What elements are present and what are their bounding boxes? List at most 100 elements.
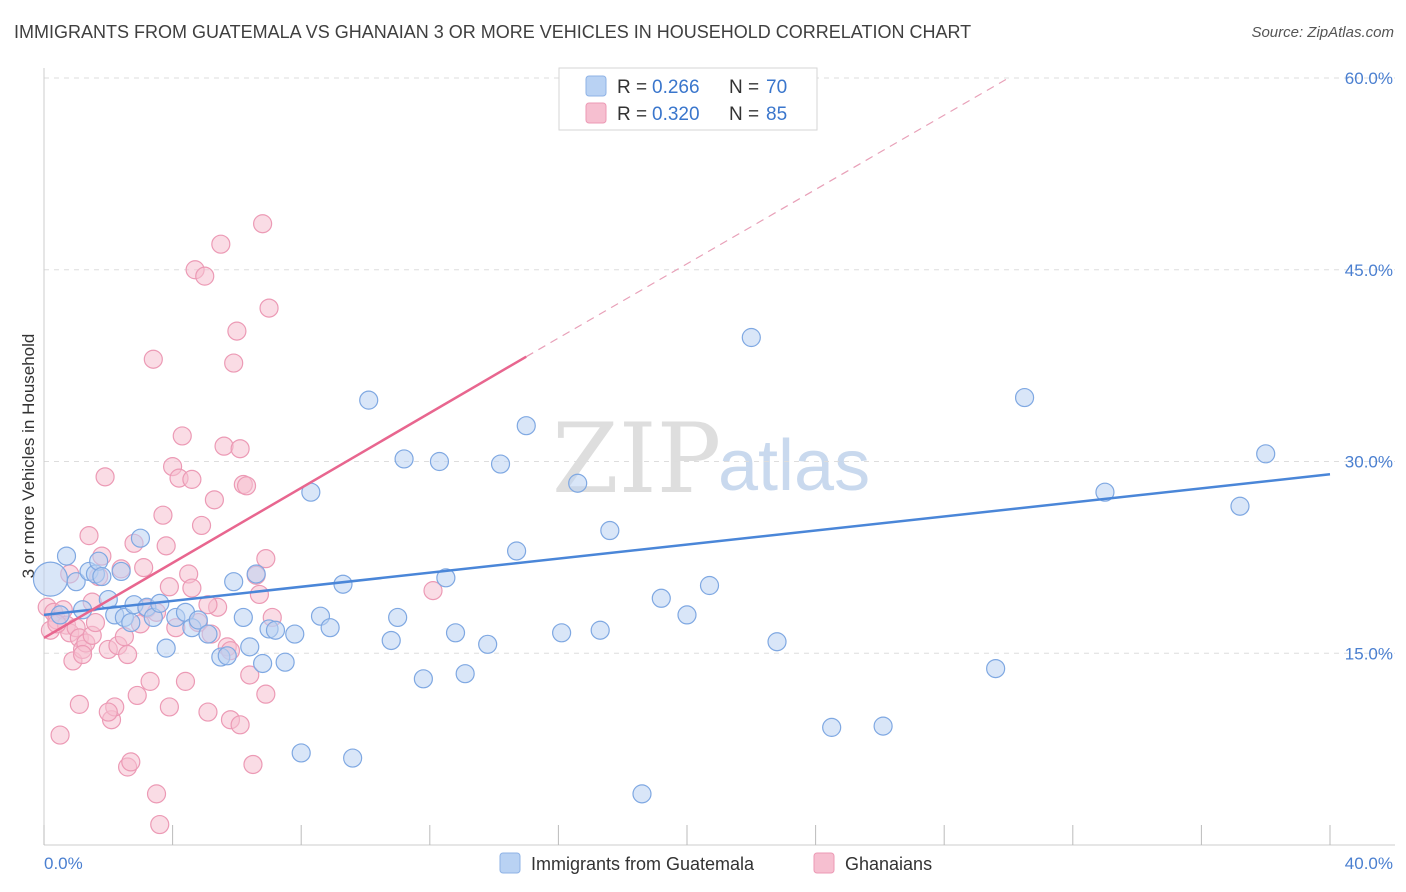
- guatemala-point: [490, 454, 511, 474]
- guatemala-point: [516, 416, 536, 436]
- guatemala-point: [699, 575, 720, 596]
- trend-lines: [43, 77, 1331, 639]
- x-ticks: [43, 825, 1331, 845]
- ghanaian-point: [240, 665, 260, 685]
- guatemala-point: [66, 572, 86, 592]
- ghanaian-point: [127, 685, 147, 706]
- guatemala-point: [436, 568, 456, 588]
- guatemala-point: [156, 638, 176, 658]
- ghanaian-point: [236, 476, 257, 496]
- legend-r-value-2: 0.320: [652, 104, 700, 125]
- axes: [43, 68, 1395, 846]
- guatemala-point: [56, 546, 77, 566]
- ghanaian-point: [249, 584, 270, 605]
- bottom-legend-label-guatemala[interactable]: Immigrants from Guatemala: [531, 854, 755, 874]
- y-tick-labels: 15.0% 30.0% 45.0% 60.0%: [1345, 69, 1393, 663]
- legend-swatch-guatemala: [585, 75, 607, 97]
- guatemala-points: [32, 327, 1276, 804]
- guatemala-point: [552, 623, 572, 643]
- ghanaian-point: [227, 321, 247, 341]
- guatemala-trend-line: [43, 473, 1331, 617]
- ghanaian-point: [79, 526, 99, 546]
- ghanaian-point: [195, 266, 215, 286]
- guatemala-point: [632, 784, 652, 804]
- x-tick-label-min: 0.0%: [44, 854, 83, 873]
- guatemala-point: [265, 620, 286, 640]
- guatemala-point: [388, 607, 408, 628]
- y-tick-label: 60.0%: [1345, 69, 1393, 88]
- legend-swatch-ghanaians: [585, 102, 607, 124]
- ghanaian-trend-line: [43, 355, 527, 639]
- ghanaian-point: [69, 694, 89, 714]
- guatemala-point: [873, 716, 893, 736]
- ghanaian-point: [140, 671, 160, 691]
- guatemala-point: [291, 743, 311, 763]
- guatemala-point: [233, 607, 253, 628]
- ghanaian-point: [230, 439, 250, 459]
- guatemala-point: [320, 618, 340, 638]
- legend-r-value-1: 0.266: [652, 77, 700, 98]
- ghanaian-point: [224, 353, 244, 373]
- source-label: Source: ZipAtlas.com: [1251, 24, 1394, 41]
- guatemala-point: [455, 664, 475, 684]
- guatemala-point: [413, 669, 433, 689]
- ghanaian-point: [198, 595, 218, 615]
- guatemala-point: [275, 652, 295, 672]
- bottom-legend-label-ghanaians[interactable]: Ghanaians: [845, 854, 932, 874]
- x-tick-labels: 0.0% 40.0%: [44, 854, 1393, 873]
- ghanaian-point: [95, 467, 115, 487]
- y-tick-label: 45.0%: [1345, 261, 1393, 280]
- guatemala-point: [381, 630, 401, 651]
- guatemala-point: [1230, 496, 1250, 516]
- guatemala-point: [359, 390, 379, 410]
- ghanaian-point: [182, 578, 202, 598]
- guatemala-point: [741, 327, 761, 348]
- guatemala-point: [217, 646, 237, 666]
- y-axis-title: 3 or more Vehicles in Household: [19, 334, 38, 579]
- guatemala-point: [246, 564, 266, 584]
- guatemala-point: [32, 561, 69, 597]
- ghanaian-point: [182, 469, 202, 489]
- bottom-legend-swatch-ghanaians[interactable]: [813, 852, 835, 874]
- legend-n-value-1: 70: [766, 77, 787, 98]
- ghanaian-point: [198, 702, 218, 722]
- legend-r-label-1: R =: [617, 77, 647, 98]
- guatemala-point: [590, 620, 610, 640]
- legend-r-label-2: R =: [617, 104, 647, 125]
- ghanaians-points: [37, 214, 443, 835]
- ghanaian-point: [156, 536, 176, 556]
- guatemala-point: [568, 473, 588, 493]
- ghanaian-point: [50, 725, 70, 745]
- guatemala-point: [198, 624, 218, 644]
- guatemala-point: [240, 637, 260, 657]
- ghanaian-point: [191, 515, 212, 536]
- ghanaian-point: [423, 581, 443, 601]
- gridlines: [44, 77, 1395, 654]
- ghanaian-point: [259, 298, 279, 318]
- ghanaian-point: [230, 715, 250, 735]
- guatemala-point: [507, 541, 527, 561]
- chart-title: IMMIGRANTS FROM GUATEMALA VS GHANAIAN 3 …: [14, 22, 972, 42]
- guatemala-point: [188, 610, 208, 630]
- ghanaian-point: [72, 644, 93, 665]
- bottom-legend-swatch-guatemala[interactable]: [499, 852, 521, 874]
- ghanaian-point: [150, 814, 170, 835]
- guatemala-point: [445, 623, 466, 643]
- guatemala-point: [111, 561, 131, 582]
- ghanaian-point: [211, 234, 231, 254]
- guatemala-point: [677, 605, 697, 625]
- series-legend: Immigrants from Guatemala Ghanaians: [499, 852, 932, 874]
- guatemala-point: [224, 572, 244, 592]
- ghanaian-point: [256, 684, 276, 704]
- guatemala-point: [333, 574, 353, 594]
- ghanaian-point: [146, 784, 167, 804]
- ghanaian-point: [143, 349, 163, 369]
- ghanaian-point: [253, 214, 273, 234]
- ghanaian-point: [117, 644, 138, 665]
- guatemala-point: [343, 748, 363, 768]
- guatemala-point: [92, 566, 112, 587]
- guatemala-point: [986, 658, 1006, 679]
- ghanaian-point: [85, 612, 106, 633]
- guatemala-point: [478, 634, 498, 654]
